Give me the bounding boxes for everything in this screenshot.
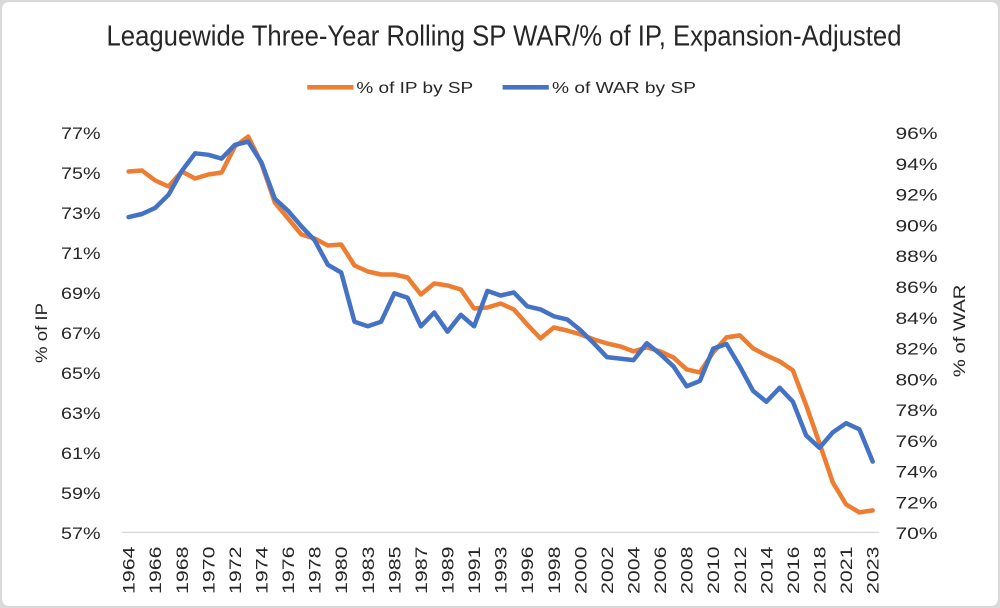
svg-text:1974: 1974 [254, 547, 272, 595]
svg-text:2006: 2006 [652, 547, 670, 595]
svg-text:65%: 65% [61, 365, 101, 383]
svg-text:75%: 75% [61, 165, 101, 183]
svg-text:2004: 2004 [626, 547, 644, 595]
svg-text:2000: 2000 [572, 547, 590, 595]
svg-text:1972: 1972 [227, 547, 245, 595]
svg-text:2018: 2018 [812, 547, 830, 595]
svg-text:2023: 2023 [865, 547, 883, 595]
svg-text:2008: 2008 [679, 547, 697, 595]
svg-text:1980: 1980 [333, 547, 351, 595]
svg-text:1991: 1991 [466, 547, 484, 595]
svg-text:1993: 1993 [493, 547, 511, 595]
svg-text:2014: 2014 [758, 547, 776, 595]
svg-text:78%: 78% [896, 402, 938, 420]
svg-text:63%: 63% [61, 405, 101, 423]
svg-text:76%: 76% [896, 433, 938, 451]
svg-text:67%: 67% [61, 325, 101, 343]
svg-text:1985: 1985 [386, 547, 404, 595]
svg-text:% of WAR by SP: % of WAR by SP [552, 80, 696, 97]
svg-text:1998: 1998 [546, 547, 564, 595]
svg-text:2016: 2016 [785, 547, 803, 595]
svg-text:2021: 2021 [838, 547, 856, 595]
svg-text:1966: 1966 [147, 547, 165, 595]
svg-text:Leaguewide Three-Year Rolling: Leaguewide Three-Year Rolling SP WAR/% o… [107, 21, 902, 53]
svg-text:61%: 61% [61, 445, 101, 463]
svg-text:1970: 1970 [200, 547, 218, 595]
svg-text:69%: 69% [61, 285, 101, 303]
svg-text:% of WAR: % of WAR [951, 284, 969, 377]
svg-text:94%: 94% [896, 156, 938, 174]
svg-text:71%: 71% [61, 245, 101, 263]
svg-text:1983: 1983 [360, 547, 378, 595]
svg-text:% of IP: % of IP [33, 303, 51, 363]
svg-text:59%: 59% [61, 485, 101, 503]
svg-text:90%: 90% [896, 218, 938, 236]
svg-text:80%: 80% [896, 371, 938, 389]
svg-text:84%: 84% [896, 310, 938, 328]
svg-text:2012: 2012 [732, 547, 750, 595]
svg-text:70%: 70% [896, 525, 938, 543]
svg-text:73%: 73% [61, 205, 101, 223]
svg-text:96%: 96% [896, 125, 938, 143]
svg-text:77%: 77% [61, 125, 101, 143]
svg-text:1968: 1968 [174, 547, 192, 595]
svg-text:1976: 1976 [280, 547, 298, 595]
svg-text:1978: 1978 [307, 547, 325, 595]
svg-text:57%: 57% [61, 525, 101, 543]
svg-text:92%: 92% [896, 187, 938, 205]
svg-text:2002: 2002 [599, 547, 617, 595]
svg-text:1964: 1964 [121, 547, 139, 595]
svg-text:74%: 74% [896, 464, 938, 482]
svg-text:82%: 82% [896, 341, 938, 359]
svg-text:% of IP by SP: % of IP by SP [356, 80, 473, 97]
svg-text:1989: 1989 [440, 547, 458, 595]
svg-text:72%: 72% [896, 494, 938, 512]
svg-text:2010: 2010 [705, 547, 723, 595]
svg-text:1996: 1996 [519, 547, 537, 595]
svg-text:88%: 88% [896, 248, 938, 266]
svg-text:86%: 86% [896, 279, 938, 297]
svg-text:1987: 1987 [413, 547, 431, 595]
